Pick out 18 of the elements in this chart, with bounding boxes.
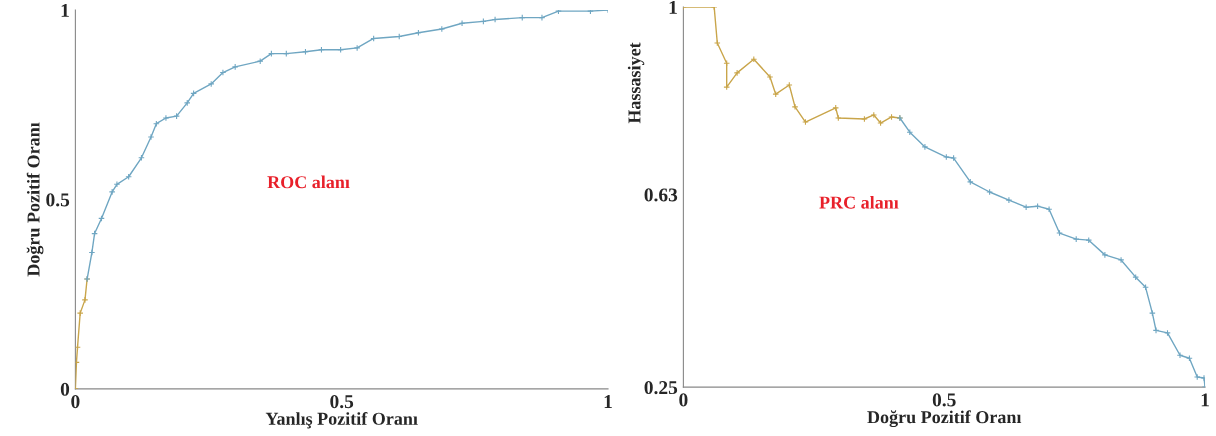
y-tick-label: 0.25 bbox=[644, 380, 678, 395]
y-tick-label: 0.5 bbox=[46, 193, 70, 207]
x-tick-label: 1 bbox=[1201, 393, 1209, 407]
x-tick-label: 0.5 bbox=[932, 393, 956, 407]
x-tick-label: 0 bbox=[679, 393, 688, 407]
y-axis-title: Hassasiyet bbox=[627, 42, 645, 124]
annotation: ROC alanı bbox=[267, 175, 350, 189]
y-tick-label: 0 bbox=[60, 382, 70, 396]
y-tick-label: 1 bbox=[61, 3, 69, 17]
x-tick-label: 0.5 bbox=[330, 395, 354, 409]
x-tick-label: 0 bbox=[71, 395, 80, 409]
x-axis-title: Yanlış Pozitif Oranı bbox=[265, 411, 418, 429]
y-tick-label: 1 bbox=[669, 0, 677, 14]
annotation: PRC alanı bbox=[819, 195, 899, 209]
x-tick-label: 1 bbox=[604, 395, 612, 408]
y-axis-title: Doğru Pozitif Oranı bbox=[26, 122, 44, 277]
x-axis-title: Doğru Pozitif Oranı bbox=[867, 410, 1022, 428]
y-tick-label: 0.63 bbox=[644, 188, 678, 202]
